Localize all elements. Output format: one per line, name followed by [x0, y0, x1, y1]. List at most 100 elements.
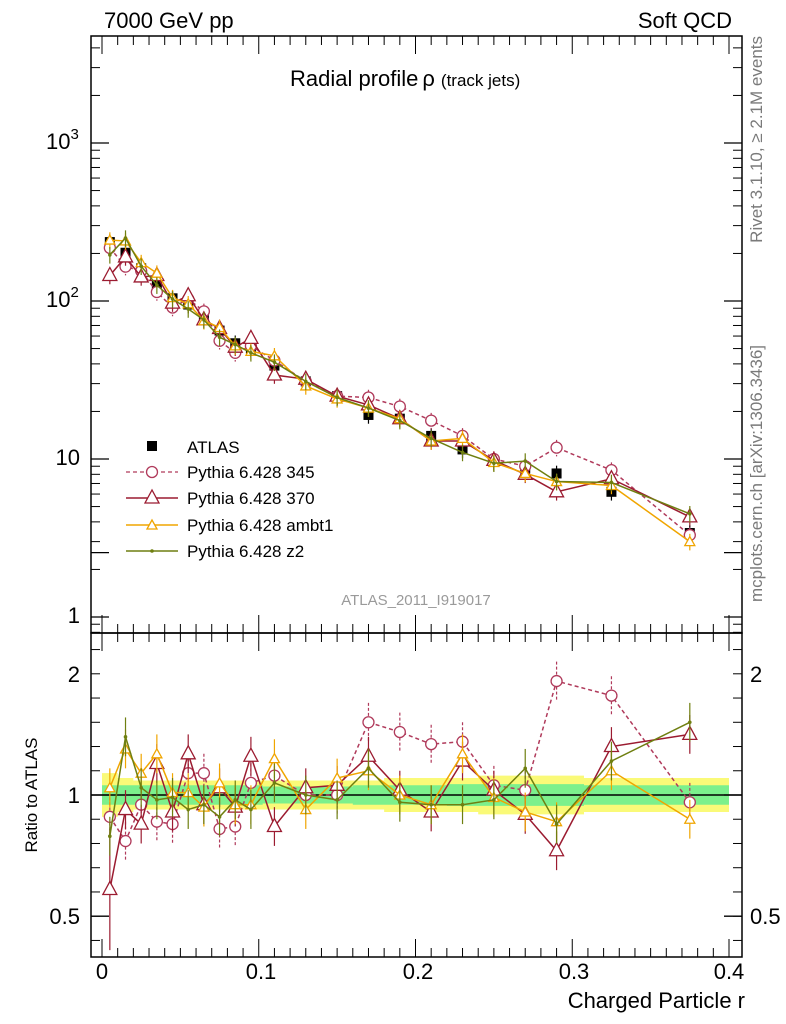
ratio-panel: 2 1 0.5 2 0.5 Ratio to ATLAS 0 0.1 0.2 0…: [22, 551, 781, 1013]
x-tick-0.3: 0.3: [559, 959, 590, 984]
legend-entry-345: Pythia 6.428 345: [126, 463, 315, 482]
ratio-point: [249, 807, 253, 812]
main-axis-ticks: [91, 36, 742, 633]
ratio-axis-ticks: [91, 551, 742, 957]
ratio-series-0: [103, 661, 696, 861]
ratio-point: [123, 735, 128, 739]
data-point: [139, 264, 143, 269]
ratio-point: [202, 802, 206, 807]
data-point: [117, 247, 134, 263]
ratio-point: [180, 744, 197, 760]
ratio-tick-labels: 2 1 0.5 2 0.5: [49, 662, 780, 929]
ratio-point: [683, 812, 696, 824]
ratio-point: [170, 795, 175, 800]
data-point: [366, 406, 371, 410]
data-point: [335, 395, 339, 400]
data-point: [170, 297, 175, 301]
data-point: [123, 236, 128, 240]
ratio-point: [425, 737, 438, 751]
ratio-y-tick-2-right: 2: [750, 662, 762, 687]
data-point: [249, 351, 253, 355]
data-point: [523, 459, 528, 463]
ratio-series-3: [108, 702, 692, 856]
legend-label-atlas: ATLAS: [187, 438, 240, 457]
data-point: [150, 266, 163, 278]
ratio-line: [109, 721, 691, 837]
ratio-point: [155, 798, 159, 802]
legend-entry-370: Pythia 6.428 370: [126, 488, 315, 508]
mcplots-label: mcplots.cern.ch [arXiv:1306.3436]: [747, 345, 766, 602]
legend-marker-z2: [150, 549, 154, 553]
process-label: Soft QCD: [638, 8, 732, 33]
y-tick-label-1000: 103: [46, 126, 79, 154]
ratio-point: [393, 725, 406, 739]
ratio-point: [101, 880, 118, 896]
ratio-point: [519, 805, 532, 817]
ratio-y-axis-label: Ratio to ATLAS: [22, 738, 41, 853]
ratio-point: [117, 800, 134, 816]
data-point: [554, 479, 559, 484]
x-tick-0: 0: [96, 959, 108, 984]
main-series-group: [101, 230, 698, 551]
ratio-point: [272, 781, 277, 785]
data-point: [217, 335, 222, 340]
legend-entry-z2: Pythia 6.428 z2: [126, 542, 304, 561]
data-point: [303, 379, 308, 384]
rivet-label: Rivet 3.1.10, ≥ 2.1M events: [747, 36, 766, 243]
data-point: [202, 318, 206, 322]
ratio-point: [366, 766, 371, 771]
x-tick-labels: 0 0.1 0.2 0.3 0.4: [96, 959, 744, 984]
ratio-y-tick-0.5-right: 0.5: [750, 904, 781, 929]
ratio-series-group: [101, 661, 698, 951]
legend-entry-atlas: ATLAS: [147, 438, 240, 457]
main-series-4: [108, 230, 692, 523]
y-tick-label-100: 102: [46, 284, 79, 312]
legend-marker-345: [145, 465, 159, 479]
ratio-point: [139, 785, 143, 790]
data-point: [550, 441, 563, 454]
ratio-point: [688, 720, 692, 725]
legend-marker-370: [143, 488, 161, 504]
y-tick-label-10: 10: [56, 445, 80, 470]
data-point: [429, 436, 433, 441]
ratio-point: [456, 747, 469, 759]
legend-label-z2: Pythia 6.428 z2: [187, 542, 304, 561]
legend-marker-atlas: [147, 441, 157, 451]
ratio-point: [605, 689, 618, 702]
series-line: [109, 236, 691, 515]
ratio-point: [303, 793, 308, 797]
legend-label-ambt1: Pythia 6.428 ambt1: [187, 516, 333, 535]
ratio-point: [548, 841, 565, 857]
ratio-point: [398, 800, 402, 805]
data-point: [266, 365, 283, 381]
data-point: [272, 360, 277, 364]
data-point: [683, 535, 696, 547]
ratio-point: [186, 807, 191, 812]
ratio-y-tick-1: 1: [68, 783, 80, 808]
data-point: [609, 480, 614, 485]
data-point: [108, 253, 112, 257]
data-point: [519, 467, 532, 479]
ratio-point: [233, 798, 238, 802]
data-point: [460, 450, 465, 455]
data-point: [398, 418, 402, 423]
ratio-point: [133, 814, 150, 830]
ratio-point: [550, 674, 563, 688]
series-line: [109, 239, 691, 543]
ratio-point: [268, 752, 281, 764]
ratio-point: [108, 834, 112, 839]
ratio-point: [242, 746, 260, 762]
ratio-point: [460, 802, 465, 807]
ratio-point: [266, 817, 283, 833]
y-tick-label-1: 1: [68, 603, 80, 628]
data-point: [103, 233, 116, 245]
ratio-y-tick-0.5: 0.5: [49, 904, 80, 929]
ratio-point: [150, 747, 163, 759]
ratio-line: [109, 747, 691, 823]
data-point: [688, 511, 692, 516]
x-tick-0.2: 0.2: [403, 959, 434, 984]
legend-label-370: Pythia 6.428 370: [187, 489, 315, 508]
ratio-point: [362, 716, 375, 729]
chart-title: Radial profile ρ (track jets): [290, 66, 520, 91]
